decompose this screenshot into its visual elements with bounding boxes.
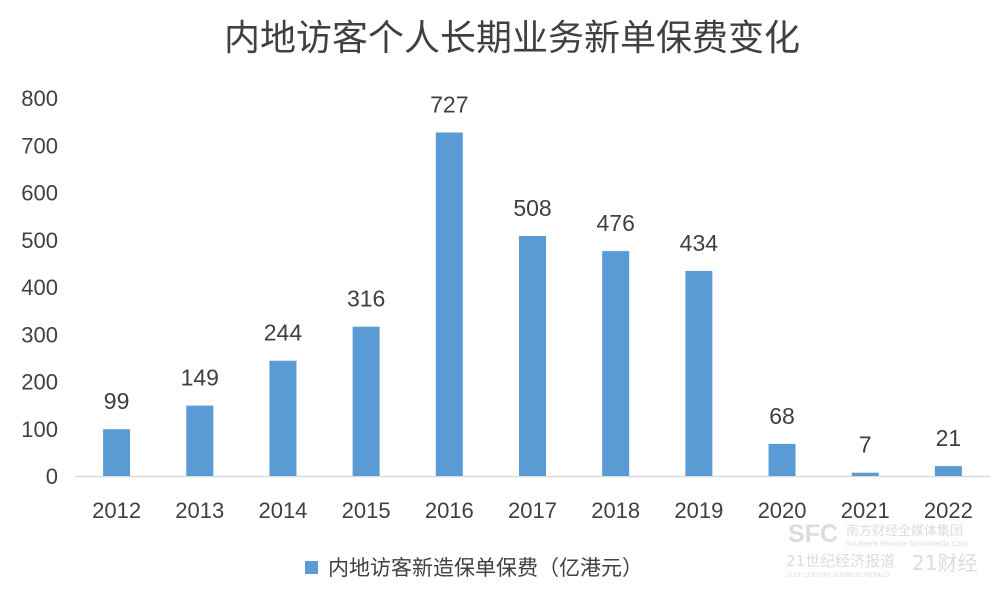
x-tick-label-2021: 2021 bbox=[841, 498, 890, 523]
watermark-logo: SFC 南方财经全媒体集团 Southern Finance Omnimedia… bbox=[786, 520, 977, 579]
x-tick-label-2013: 2013 bbox=[175, 498, 224, 523]
y-tick-label: 0 bbox=[46, 464, 58, 489]
data-label-2014: 244 bbox=[264, 320, 303, 346]
data-label-2018: 476 bbox=[596, 210, 634, 236]
x-tick-label-2016: 2016 bbox=[425, 498, 474, 523]
x-tick-label-2019: 2019 bbox=[674, 498, 723, 523]
watermark-app: 21财经 bbox=[912, 551, 977, 575]
x-tick-label-2012: 2012 bbox=[92, 498, 141, 523]
watermark-brand-main: SFC bbox=[788, 520, 838, 548]
data-label-2015: 316 bbox=[347, 286, 385, 312]
bar-2017 bbox=[519, 235, 546, 476]
data-label-2016: 727 bbox=[430, 91, 468, 117]
legend-label: 内地访客新造保单保费（亿港元） bbox=[328, 556, 643, 580]
bar-2018 bbox=[602, 251, 630, 476]
data-label-2012: 99 bbox=[104, 388, 130, 414]
bar-2020 bbox=[768, 443, 796, 476]
legend: 内地访客新造保单保费（亿港元） bbox=[305, 556, 643, 580]
x-tick-label-2017: 2017 bbox=[508, 498, 557, 523]
y-tick-label: 600 bbox=[21, 181, 58, 206]
watermark-paper-en: 21ST CENTURY BUSINESS HERALD bbox=[786, 572, 889, 579]
data-label-2019: 434 bbox=[680, 230, 719, 256]
x-tick-label-2014: 2014 bbox=[258, 498, 307, 523]
data-label-2022: 21 bbox=[936, 425, 962, 451]
bar-2022 bbox=[934, 466, 962, 476]
x-tick-label-2022: 2022 bbox=[924, 498, 973, 523]
y-axis: 0 100 200 300 400 500 600 700 800 bbox=[21, 86, 58, 489]
data-label-2017: 508 bbox=[513, 195, 551, 221]
watermark-paper: 21世纪经济报道 bbox=[786, 552, 895, 570]
y-tick-label: 800 bbox=[21, 86, 58, 111]
y-tick-label: 300 bbox=[21, 322, 58, 347]
x-tick-label-2018: 2018 bbox=[591, 498, 640, 523]
watermark-brand-en: Southern Finance Omnimedia Corp. bbox=[846, 540, 971, 548]
y-tick-label: 100 bbox=[21, 417, 58, 442]
bar-2012 bbox=[103, 429, 131, 476]
y-tick-label: 400 bbox=[21, 275, 58, 300]
x-tick-label-2020: 2020 bbox=[758, 498, 807, 523]
x-tick-label-2015: 2015 bbox=[342, 498, 391, 523]
bar-2014 bbox=[269, 360, 297, 476]
bar-2015 bbox=[352, 326, 380, 476]
bar-2016 bbox=[435, 132, 463, 476]
x-axis: 2012 2013 2014 2015 2016 2017 2018 2019 2020 2021… bbox=[92, 498, 973, 523]
chart-title: 内地访客个人长期业务新单保费变化 bbox=[224, 18, 800, 59]
y-tick-label: 500 bbox=[21, 228, 58, 253]
bar-2019 bbox=[685, 270, 713, 476]
data-label-2013: 149 bbox=[181, 365, 219, 391]
bar-2021 bbox=[851, 472, 879, 476]
data-label-2020: 68 bbox=[769, 403, 795, 429]
legend-swatch bbox=[305, 561, 318, 574]
data-label-2021: 7 bbox=[859, 432, 872, 458]
watermark-brand-cn: 南方财经全媒体集团 bbox=[846, 523, 963, 539]
bar-2013 bbox=[186, 405, 214, 476]
bars-group: 99 149 244 316 727 508 476 434 68 7 21 bbox=[103, 91, 962, 476]
y-tick-label: 700 bbox=[21, 133, 58, 158]
y-tick-label: 200 bbox=[21, 370, 58, 395]
